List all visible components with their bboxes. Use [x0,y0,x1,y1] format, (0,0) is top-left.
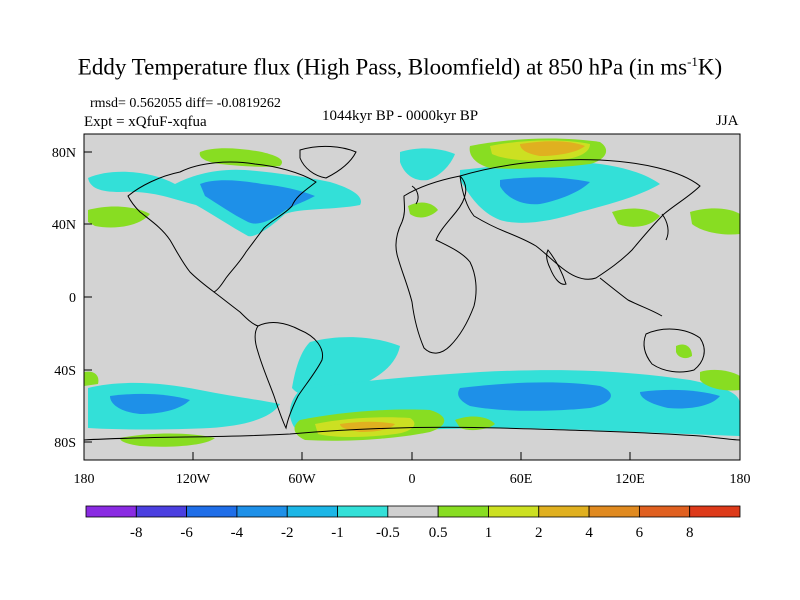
colorbar-box [638,505,691,518]
colorbar-box [538,505,590,518]
coast-greenland [299,145,357,179]
lon-label: 60W [288,472,316,487]
colorbar-label: 2 [535,525,543,541]
map-ticks [83,151,741,460]
colorbar-box [236,505,288,518]
field-east-green-2 [700,369,740,391]
colorbar-box [286,505,338,518]
field-eurasia-blue [500,177,590,205]
coast-north-america [127,161,317,293]
field-south-pacific-west-blue [110,393,190,414]
coast-southeast-asia [599,277,663,317]
lon-label: 180 [74,472,95,487]
coast-central-america [213,291,259,327]
lon-label: 120W [176,472,211,487]
coast-europe-africa [395,175,477,354]
field-east-green [84,371,99,386]
lon-label: 0 [409,472,416,487]
colorbar-label: -0.5 [376,525,400,541]
coast-indian-peninsula [546,249,567,285]
colorbar-label: -4 [231,525,244,541]
lon-label: 60E [510,472,533,487]
coast-uk [411,185,419,205]
coast-south-america [254,322,324,430]
colorbar-labels: -8 -6 -4 -2 -1 -0.5 0.5 1 2 4 6 8 [130,525,693,541]
field-atlantic-cyan [400,148,455,181]
field-south-pacific-cyan [292,337,400,397]
coast-japan [661,213,669,241]
axis-labels: 180 120W 60W 0 60E 120E 180 80N 40N 0 40… [52,146,751,487]
field-arctic-orange [520,141,585,156]
field-pacific-green-2 [612,208,660,227]
colorbar-label: 1 [485,525,493,541]
lat-label: 0 [69,291,76,306]
coastlines [83,145,741,441]
colorbar-box [85,505,137,518]
map-title: Eddy Temperature flux (High Pass, Bloomf… [77,54,723,80]
colorbar-box [387,505,439,518]
anomaly-fields [84,138,740,447]
colorbar-label: -6 [180,525,193,541]
field-south-ocean-blue [458,382,611,411]
colorbar-boxes [85,505,741,518]
colorbar-box [186,505,238,518]
coast-australia [643,328,705,373]
lat-label: 40N [52,218,76,233]
colorbar-label: 6 [636,525,644,541]
colorbar-label: -8 [130,525,143,541]
colorbar-label: 8 [686,525,694,541]
field-north-america-blue [200,180,315,224]
colorbar-box [689,505,741,518]
colorbar-label: -1 [331,525,344,541]
colorbar-box [488,505,540,518]
lon-label: 120E [615,472,645,487]
coast-antarctica [83,426,741,441]
period-label: 1044kyr BP - 0000kyr BP [322,108,479,124]
colorbar-box [588,505,640,518]
colorbar-label: -2 [281,525,294,541]
colorbar-box [337,505,389,518]
experiment-label: Expt = xQfuF-xqfua [84,114,207,130]
field-south-indian-blue [640,389,720,409]
rmsd-stats: rmsd= 0.562055 diff= -0.0819262 [90,96,281,111]
colorbar-box [135,505,188,518]
field-europe-green [408,202,438,218]
lat-label: 80N [52,146,76,161]
lat-label: 80S [54,436,76,451]
colorbar-label: 0.5 [429,525,448,541]
lat-label: 40S [54,364,76,379]
field-atlantic-green [88,206,150,228]
field-australia-green [676,344,692,359]
colorbar-box [437,505,489,518]
lon-label: 180 [730,472,751,487]
season-label: JJA [716,113,739,129]
field-pacific-green [690,208,740,235]
colorbar-label: 4 [585,525,593,541]
field-antarctic-green-3 [455,416,495,431]
coast-asia [459,159,701,280]
